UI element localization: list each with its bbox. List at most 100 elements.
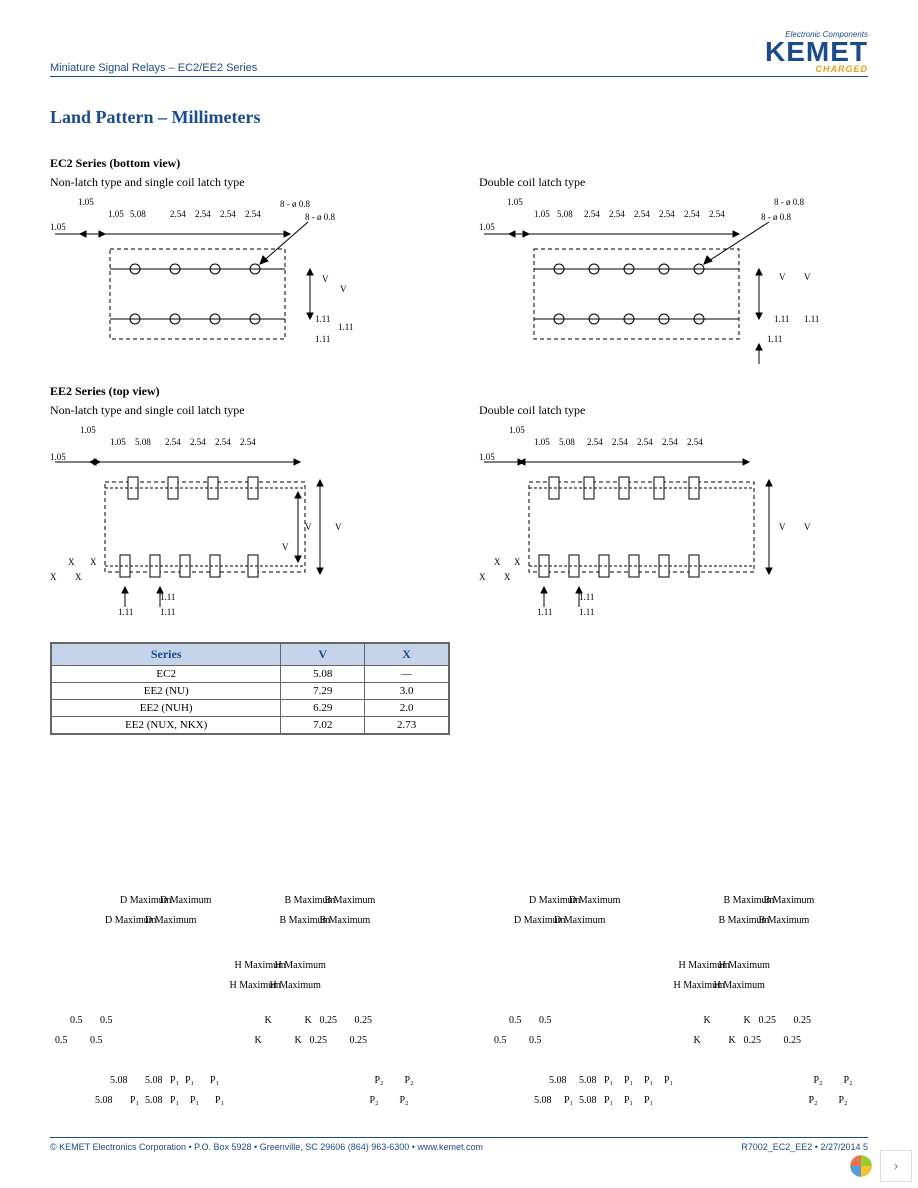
eed-x: X xyxy=(494,557,501,567)
logo-text: KEMET xyxy=(765,39,868,64)
p1-12: P₁ xyxy=(564,1095,573,1106)
p1-9: P₁ xyxy=(170,1095,179,1106)
table-row: EC25.08— xyxy=(52,666,449,683)
hmax-2b: H Maximum xyxy=(719,960,770,971)
dd-5-08: 5.08 xyxy=(557,209,573,219)
v508-p1a: 5.08 xyxy=(145,1075,163,1086)
ee2-nonlatch-diagram: 1.05 1.05 5.08 2.54 2.54 2.54 2.54 1.05 … xyxy=(50,422,439,622)
chevron-right-icon: › xyxy=(893,1157,898,1175)
ee-x: X xyxy=(68,557,75,567)
ee-d3: 2.54 xyxy=(165,437,181,447)
v025-6: 0.25 xyxy=(350,1035,368,1046)
k-3: K xyxy=(704,1015,711,1026)
dmax-2b: D Maximum xyxy=(569,895,620,906)
k-6: K xyxy=(295,1035,302,1046)
dd-1-05: 1.05 xyxy=(507,197,523,207)
p1-10: P₁ xyxy=(190,1095,199,1106)
v025-1: 0.25 xyxy=(320,1015,338,1026)
v05-3: 0.5 xyxy=(509,1015,522,1026)
v05-1: 0.5 xyxy=(70,1015,83,1026)
ee-d0: 1.05 xyxy=(80,425,96,435)
ee-111a: 1.11 xyxy=(118,607,133,617)
eed-d5: 2.54 xyxy=(637,437,653,447)
ee2-double-svg xyxy=(479,422,859,622)
ee-x3: X xyxy=(50,572,57,582)
p1-6: P₁ xyxy=(644,1075,653,1086)
p1-5: P₁ xyxy=(624,1075,633,1086)
v025-3: 0.25 xyxy=(759,1015,777,1026)
v025-8: 0.25 xyxy=(784,1035,802,1046)
ec2-double-sub: Double coil latch type xyxy=(479,175,868,190)
page-header: Miniature Signal Relays – EC2/EE2 Series… xyxy=(50,50,868,77)
eed-d2: 5.08 xyxy=(559,437,575,447)
p2-1: P₂ xyxy=(375,1075,384,1086)
ec2-nonlatch-svg xyxy=(50,194,410,374)
ec2-double-svg xyxy=(479,194,859,374)
v05-7: 0.5 xyxy=(494,1035,507,1046)
eed-d1: 1.05 xyxy=(534,437,550,447)
ec2-nonlatch-sub: Non-latch type and single coil latch typ… xyxy=(50,175,439,190)
p2-4: P₂ xyxy=(844,1075,853,1086)
dd-lead: 1.05 xyxy=(479,222,495,232)
v508-p1b: 5.08 xyxy=(579,1075,597,1086)
p1-11: P₁ xyxy=(215,1095,224,1106)
pager: › xyxy=(848,1150,912,1182)
eed-lead: 1.05 xyxy=(479,452,495,462)
footer-left: © KEMET Electronics Corporation • P.O. B… xyxy=(50,1142,483,1152)
dd-hole2: 8 - ø 0.8 xyxy=(761,212,791,222)
v025-5: 0.25 xyxy=(310,1035,328,1046)
dd-1-05b: 1.05 xyxy=(534,209,550,219)
ee2-heading: EE2 Series (top view) xyxy=(50,384,868,399)
ee-d2: 5.08 xyxy=(135,437,151,447)
v-label: V xyxy=(322,274,329,284)
dd-1-11c: 1.11 xyxy=(767,334,782,344)
ee-d6: 2.54 xyxy=(240,437,256,447)
v05-2: 0.5 xyxy=(100,1015,113,1026)
dim-1-05: 1.05 xyxy=(78,197,94,207)
hole-note2: 8 - ø 0.8 xyxy=(305,212,335,222)
dd-v2: V xyxy=(804,272,811,282)
eed-d0: 1.05 xyxy=(509,425,525,435)
table-row: EE2 (NUX, NKX)7.022.73 xyxy=(52,717,449,734)
p2-8: P₂ xyxy=(839,1095,848,1106)
dim-2-54a: 2.54 xyxy=(170,209,186,219)
eed-d7: 2.54 xyxy=(687,437,703,447)
dd-2-54e: 2.54 xyxy=(684,209,700,219)
eed-d4: 2.54 xyxy=(612,437,628,447)
hole-note: 8 - ø 0.8 xyxy=(280,199,310,209)
k-4: K xyxy=(744,1015,751,1026)
th-v: V xyxy=(281,644,365,666)
p1-14: P₁ xyxy=(624,1095,633,1106)
lead-1-05: 1.05 xyxy=(50,222,66,232)
ee-lead: 1.05 xyxy=(50,452,66,462)
v508-3b: 5.08 xyxy=(145,1095,163,1106)
ee-d1: 1.05 xyxy=(110,437,126,447)
ee2-nonlatch-svg xyxy=(50,422,410,622)
dd-1-11b: 1.11 xyxy=(804,314,819,324)
v025-7: 0.25 xyxy=(744,1035,762,1046)
v508-3: 5.08 xyxy=(95,1095,113,1106)
bmax-4b: B Maximum xyxy=(759,915,810,926)
dd-2-54a: 2.54 xyxy=(584,209,600,219)
eed-x4: X xyxy=(504,572,511,582)
dd-v: V xyxy=(779,272,786,282)
dmax-3b: D Maximum xyxy=(145,915,196,926)
bmax-3b: B Maximum xyxy=(320,915,371,926)
eed-111a: 1.11 xyxy=(537,607,552,617)
dd-2-54f: 2.54 xyxy=(709,209,725,219)
page-title: Land Pattern – Millimeters xyxy=(50,107,868,128)
ee-d5: 2.54 xyxy=(215,437,231,447)
ec2-nonlatch-diagram: 1.05 1.05 5.08 2.54 2.54 2.54 2.54 8 - ø… xyxy=(50,194,439,374)
p1-4: P₁ xyxy=(604,1075,613,1086)
ee-111c: 1.11 xyxy=(160,607,175,617)
dmax-1b: D Maximum xyxy=(160,895,211,906)
p1-8: P₁ xyxy=(130,1095,139,1106)
b-1-11b: 1.11 xyxy=(338,322,353,332)
v05-8: 0.5 xyxy=(529,1035,542,1046)
eed-111b: 1.11 xyxy=(579,592,594,602)
eed-111c: 1.11 xyxy=(579,607,594,617)
next-page-button[interactable]: › xyxy=(880,1150,912,1182)
lower-scatter: D Maximum D Maximum B Maximum B Maximum … xyxy=(50,895,868,1115)
b-1-11: 1.11 xyxy=(315,314,330,324)
v05-5: 0.5 xyxy=(55,1035,68,1046)
